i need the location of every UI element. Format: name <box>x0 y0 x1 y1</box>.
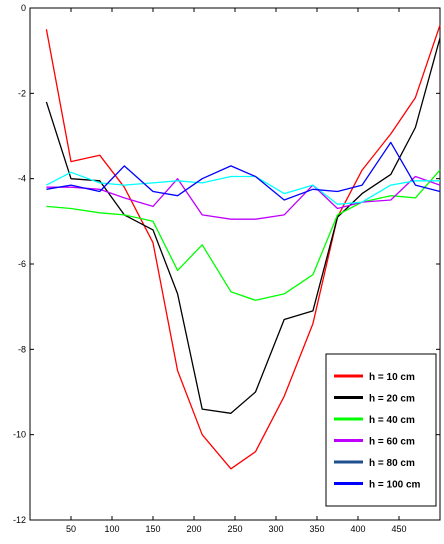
legend: h = 10 cm h = 20 cm h = 40 cm h = 60 cm h = … <box>325 353 437 507</box>
x-axis: 50 100 150 200 250 300 350 400 450 <box>66 8 407 534</box>
legend-label: h = 40 cm <box>369 415 415 426</box>
legend-label: h = 10 cm <box>369 372 415 383</box>
legend-label: h = 20 cm <box>369 394 415 405</box>
x-tick-label: 450 <box>391 524 406 534</box>
x-tick-label: 250 <box>227 524 242 534</box>
y-tick-label: -12 <box>13 515 26 525</box>
legend-label: h = 80 cm <box>369 458 415 469</box>
legend-label: h = 60 cm <box>369 437 415 448</box>
series-line-2 <box>45 37 441 414</box>
x-tick-label: 150 <box>145 524 160 534</box>
y-tick-label: -4 <box>18 174 26 184</box>
y-tick-label: -8 <box>18 344 26 354</box>
x-tick-label: 50 <box>66 524 76 534</box>
x-tick-label: 100 <box>104 524 119 534</box>
x-tick-label: 200 <box>186 524 201 534</box>
legend-label: h = 100 cm <box>369 480 421 491</box>
y-tick-label: 0 <box>21 3 26 13</box>
y-tick-label: -10 <box>13 430 26 440</box>
y-tick-label: -2 <box>18 88 26 98</box>
series-line-4 <box>46 175 441 220</box>
series-line-3 <box>46 169 441 301</box>
x-tick-label: 300 <box>268 524 283 534</box>
x-tick-label: 350 <box>309 524 324 534</box>
series-group <box>45 24 441 470</box>
series-line-1 <box>45 24 441 470</box>
series-line-6 <box>46 141 441 201</box>
y-tick-label: -6 <box>18 259 26 269</box>
x-tick-label: 400 <box>350 524 365 534</box>
legend-box <box>325 353 437 507</box>
y-axis: 0 -2 -4 -6 -8 -10 -12 <box>13 3 440 525</box>
series-line-5 <box>46 171 440 205</box>
